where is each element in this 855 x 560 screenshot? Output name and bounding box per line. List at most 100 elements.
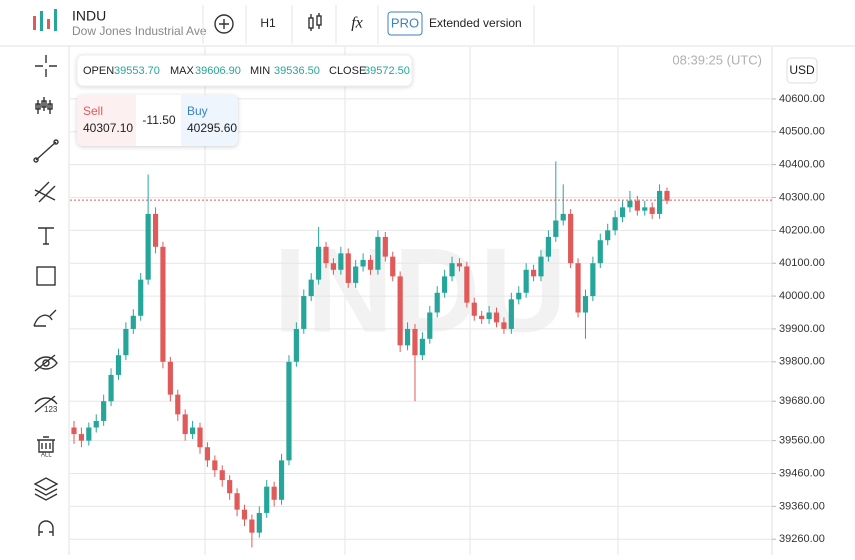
candle-body <box>464 266 470 303</box>
candle-body <box>619 207 626 218</box>
sell-price[interactable]: 40307.10 <box>83 121 133 135</box>
candle-body <box>523 269 529 293</box>
candle-body <box>330 263 337 270</box>
candle-body <box>442 276 448 293</box>
candle-body <box>479 315 485 320</box>
currency-badge-frame[interactable] <box>786 57 818 84</box>
candle-body <box>123 328 129 356</box>
candle-body <box>152 213 159 247</box>
candle-body <box>338 253 344 270</box>
candle-body <box>634 200 640 211</box>
candle-body <box>86 427 92 441</box>
svg-text:ALL: ALL <box>41 453 52 459</box>
text-tool[interactable] <box>38 227 54 245</box>
chart-type-button[interactable] <box>308 13 322 31</box>
candle-body <box>390 256 396 277</box>
crosshair-tool[interactable] <box>35 55 57 77</box>
pro-badge[interactable]: PRO <box>391 15 419 30</box>
candle-body <box>568 213 574 264</box>
candles <box>71 161 670 548</box>
y-tick-label: 39800.00 <box>779 356 825 368</box>
candle-body <box>219 470 225 481</box>
line-tool[interactable] <box>33 139 59 163</box>
min-value: 39536.50 <box>274 65 320 77</box>
candle-body <box>256 512 262 533</box>
buy-label[interactable]: Buy <box>187 104 208 118</box>
candle-body <box>264 486 270 513</box>
shape-tool[interactable] <box>36 266 56 286</box>
candle-body <box>375 236 381 270</box>
candle-body <box>101 401 107 421</box>
candle-body <box>108 374 114 402</box>
candle-body <box>293 328 299 362</box>
y-tick-label: 40100.00 <box>779 257 825 269</box>
candle-body <box>241 509 248 520</box>
y-tick-label: 39680.00 <box>779 395 825 407</box>
extended-version-link[interactable]: Extended version <box>429 16 522 30</box>
currency-badge[interactable]: USD <box>789 63 815 77</box>
add-button[interactable] <box>214 14 234 34</box>
y-tick-label: 40500.00 <box>779 126 825 138</box>
y-tick-label: 39560.00 <box>779 435 825 447</box>
candle-body <box>597 240 603 264</box>
candle-body <box>486 312 492 320</box>
magnet-tool[interactable] <box>38 520 54 536</box>
hide-drawings-tool[interactable] <box>34 354 58 372</box>
indicators-button[interactable]: fx <box>351 15 363 32</box>
candle-body <box>71 427 77 435</box>
candle-body <box>493 312 500 323</box>
candle-body <box>560 213 566 221</box>
candle-body <box>649 207 655 214</box>
top-bar <box>0 0 855 46</box>
layers-tool[interactable] <box>33 477 59 501</box>
candle-body <box>545 236 551 257</box>
candle-body <box>367 259 374 270</box>
candle-body <box>323 246 329 264</box>
sell-label[interactable]: Sell <box>83 104 103 118</box>
candle-body <box>138 279 144 316</box>
candle-body <box>456 263 463 267</box>
candle-body <box>249 519 255 533</box>
pro-badge-frame[interactable] <box>387 11 423 36</box>
candle-body <box>301 296 307 329</box>
channel-tool[interactable] <box>34 181 56 203</box>
clock: 08:39:25 (UTC) <box>672 52 762 67</box>
candle-body <box>78 434 85 441</box>
indicator-tool[interactable] <box>35 97 53 114</box>
brush-tool[interactable] <box>33 309 57 327</box>
svg-text:123: 123 <box>44 405 58 414</box>
candle-body <box>575 263 581 313</box>
candle-body <box>160 246 166 362</box>
hide-indicators-tool[interactable]: 123 <box>34 395 58 414</box>
max-label: MAX <box>170 65 195 77</box>
delete-all-tool[interactable]: ALL <box>37 436 55 459</box>
spread: -11.50 <box>142 113 175 127</box>
y-tick-label: 39900.00 <box>779 323 825 335</box>
candle-body <box>382 236 388 257</box>
candle-body <box>316 246 322 280</box>
candle-body <box>419 338 425 356</box>
candle-body <box>286 361 292 461</box>
candle-body <box>501 322 507 329</box>
symbol[interactable]: INDU <box>72 8 106 24</box>
y-tick-label: 40400.00 <box>779 159 825 171</box>
candle-body <box>449 263 455 277</box>
ohlc-panel <box>76 54 413 87</box>
y-tick-label: 40300.00 <box>779 191 825 203</box>
min-label: MIN <box>250 65 270 77</box>
candle-body <box>360 259 366 267</box>
candle-body <box>212 460 218 471</box>
candle-body <box>612 217 618 231</box>
open-label: OPEN <box>83 65 114 77</box>
candle-body <box>627 200 633 208</box>
timeframe-button[interactable]: H1 <box>260 16 276 30</box>
buy-price[interactable]: 40295.60 <box>187 121 237 135</box>
candle-body <box>130 315 136 329</box>
candle-body <box>553 220 559 237</box>
candle-body <box>605 230 611 241</box>
candle-body <box>516 292 522 300</box>
candle-body <box>204 447 211 461</box>
candle-body <box>271 486 277 500</box>
y-tick-label: 39260.00 <box>779 533 825 545</box>
